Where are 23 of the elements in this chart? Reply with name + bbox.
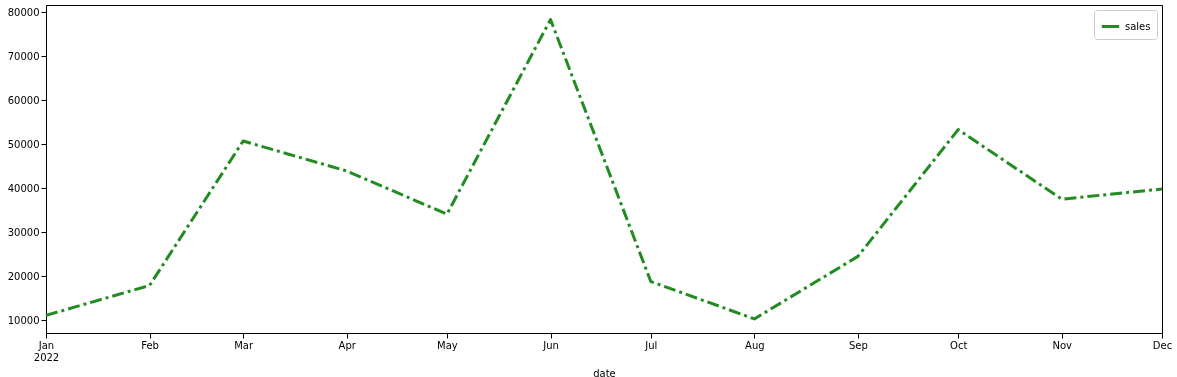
x-tick-label: Dec — [1152, 339, 1173, 351]
y-tick-label: 30000 — [7, 226, 40, 238]
x-axis-title: date — [593, 367, 616, 377]
y-tick-label: 20000 — [7, 270, 40, 282]
x-tick-label: Apr — [338, 339, 357, 351]
x-tick-label: Sep — [849, 339, 868, 351]
y-tick-label: 80000 — [7, 6, 40, 18]
y-tick-label: 70000 — [7, 50, 40, 62]
y-tick-label: 40000 — [7, 182, 40, 194]
y-tick-label: 10000 — [7, 314, 40, 326]
x-tick-label: Nov — [1052, 339, 1073, 351]
x-tick-label: Feb — [141, 339, 159, 351]
legend-label: sales — [1125, 20, 1151, 32]
x-tick-label: May — [437, 339, 458, 351]
x-tick-label: Oct — [950, 339, 968, 351]
y-tick-label: 60000 — [7, 94, 40, 106]
x-tick-label: Jun — [542, 339, 559, 351]
x-tick-label: Mar — [234, 339, 254, 351]
x-tick-label: Aug — [745, 339, 765, 351]
y-tick-label: 50000 — [7, 138, 40, 150]
x-tick-label: Jan 2022 — [33, 339, 60, 363]
line-series — [44, 18, 1164, 321]
x-tick-label: Jul — [644, 339, 658, 351]
